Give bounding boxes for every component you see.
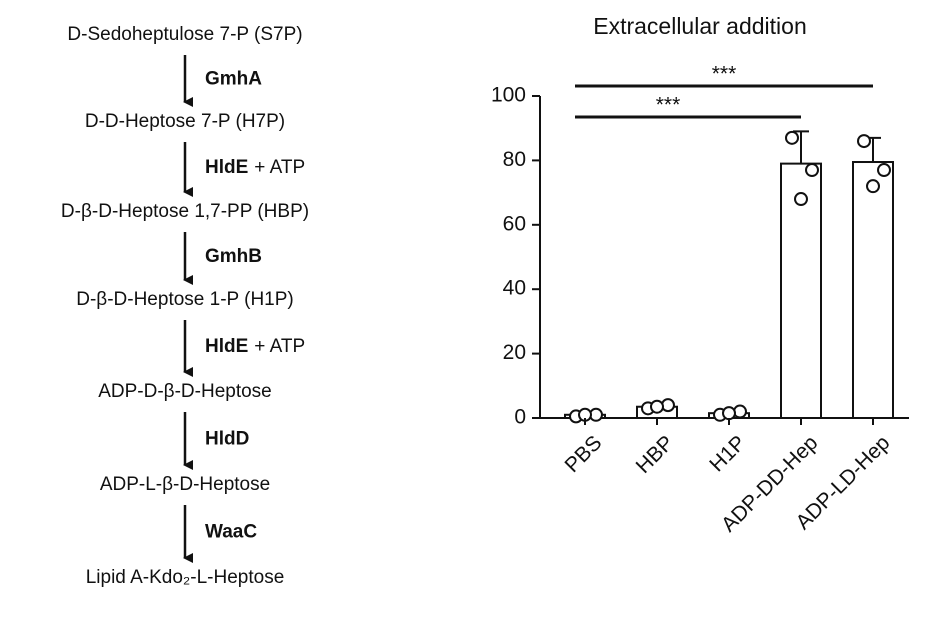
enzyme-name: HldE: [205, 157, 248, 178]
metabolite: ADP-D-β-D-Heptose: [98, 381, 272, 402]
data-point: [794, 192, 808, 207]
enzyme-name: HldD: [205, 429, 249, 450]
metabolite: D-Sedoheptulose 7-P (S7P): [67, 24, 302, 45]
enzyme: HldE + ATP: [205, 157, 305, 178]
significance-label: ***: [656, 94, 681, 117]
enzyme: GmhB: [205, 246, 262, 267]
metabolite: D-β-D-Heptose 1-P (H1P): [76, 289, 294, 310]
bar: [852, 161, 894, 419]
y-tick-label: 60: [503, 212, 526, 235]
enzyme: WaaC: [205, 522, 257, 543]
data-point: [857, 134, 871, 149]
y-tick-label: 20: [503, 341, 526, 364]
enzyme-name: GmhA: [205, 69, 262, 90]
error-bar: [793, 130, 809, 164]
enzyme-name: HldE: [205, 336, 248, 357]
x-tick-label: H1P: [705, 431, 750, 476]
enzyme-name: GmhB: [205, 246, 262, 267]
enzyme: HldE + ATP: [205, 336, 305, 357]
y-tick-label: 40: [503, 277, 526, 300]
chart-title: Extracellular addition: [593, 13, 807, 39]
data-point: [650, 399, 664, 414]
enzyme: GmhA: [205, 69, 262, 90]
data-point: [785, 130, 799, 145]
enzyme: HldD: [205, 429, 249, 450]
metabolite: ADP-L-β-D-Heptose: [100, 474, 270, 495]
y-tick-label: 80: [503, 148, 526, 171]
data-point: [877, 163, 891, 178]
bar: [780, 162, 822, 419]
data-point: [805, 163, 819, 178]
y-tick-label: 100: [491, 84, 526, 107]
y-tick-label: 0: [514, 406, 526, 429]
x-tick-label: HBP: [632, 431, 679, 478]
data-point: [722, 406, 736, 421]
cofactor: + ATP: [254, 336, 305, 357]
metabolite: D-D-Heptose 7-P (H7P): [85, 111, 285, 132]
enzyme-name: WaaC: [205, 522, 257, 543]
metabolite: D-β-D-Heptose 1,7-PP (HBP): [61, 201, 309, 222]
significance-label: ***: [712, 63, 737, 86]
metabolite: Lipid A-Kdo₂-L-Heptose: [86, 567, 285, 588]
x-tick-label: PBS: [560, 431, 606, 477]
data-point: [866, 179, 880, 194]
cofactor: + ATP: [254, 157, 305, 178]
